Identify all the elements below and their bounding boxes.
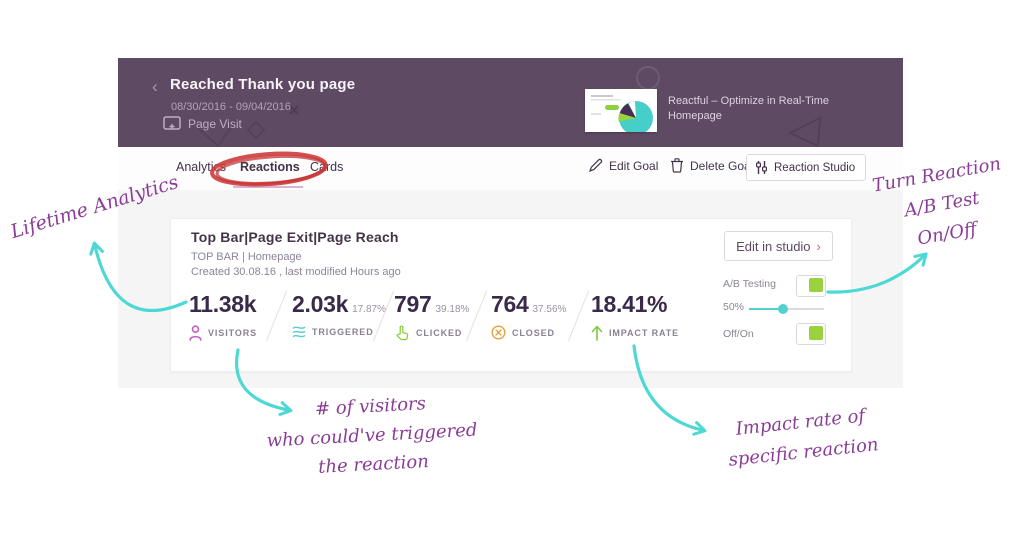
stat-clicked: 797 39.18% CLICKED	[394, 291, 469, 341]
slider-track-filled	[749, 308, 783, 310]
clicked-value: 797	[394, 291, 432, 317]
reaction-studio-button[interactable]: Reaction Studio	[746, 154, 867, 181]
tab-bar: Analytics Reactions Cards Edit Goal Dele…	[118, 147, 903, 190]
off-on-label: Off/On	[723, 328, 754, 340]
site-thumbnail[interactable]	[585, 89, 657, 135]
annotation-line: # of visitors	[314, 393, 427, 420]
stat-triggered: 2.03k 17.87% TRIGGERED	[292, 291, 386, 339]
edit-goal-label: Edit Goal	[609, 158, 659, 173]
page-visit-window-icon	[163, 116, 181, 130]
triggered-label: TRIGGERED	[312, 327, 374, 337]
tab-analytics[interactable]: Analytics	[176, 160, 227, 174]
stat-impact-rate: 18.41% IMPACT RATE	[591, 291, 679, 341]
site-subtitle: Homepage	[668, 110, 722, 122]
goal-title: Reached Thank you page	[170, 76, 356, 93]
reaction-card: Top Bar|Page Exit|Page Reach TOP BAR | H…	[170, 218, 852, 372]
closed-label: CLOSED	[512, 327, 555, 338]
studio-sliders-icon	[756, 161, 767, 174]
clicked-label: CLICKED	[416, 328, 463, 338]
pencil-icon	[588, 158, 603, 173]
toggle-knob	[809, 278, 823, 292]
ab-testing-toggle[interactable]	[796, 275, 826, 297]
stat-closed: 764 37.56% CLOSED	[491, 291, 566, 340]
reaction-created-text: Created 30.08.16 , last modified Hours a…	[191, 266, 401, 278]
reaction-subtitle: TOP BAR | Homepage	[191, 251, 302, 263]
edit-goal-button[interactable]: Edit Goal	[588, 158, 658, 173]
stat-visitors: 11.38k VISITORS	[189, 291, 260, 341]
toggle-knob	[809, 326, 823, 340]
slider-track-empty	[783, 308, 824, 310]
trigger-coil-icon	[292, 326, 306, 338]
annotation-line: the reaction	[317, 451, 430, 478]
stat-divider	[265, 290, 288, 342]
impact-up-arrow-icon	[591, 325, 603, 341]
click-hand-icon	[396, 325, 409, 341]
trash-icon	[671, 158, 683, 173]
visitors-label: VISITORS	[208, 328, 258, 338]
goal-type-label: Page Visit	[188, 117, 242, 131]
impact-label: IMPACT RATE	[609, 328, 680, 338]
impact-value: 18.41%	[591, 291, 668, 317]
site-caption: Reactful – Optimize in Real-Time Homepag…	[668, 94, 829, 124]
back-chevron-icon[interactable]: ‹	[152, 77, 158, 96]
reaction-studio-label: Reaction Studio	[774, 161, 856, 174]
visitors-value: 11.38k	[189, 291, 257, 317]
tab-cards[interactable]: Cards	[310, 160, 344, 174]
closed-value: 764	[491, 291, 529, 317]
ab-testing-label: A/B Testing	[723, 278, 776, 290]
goal-header: ‹ Reached Thank you page 08/30/2016 - 09…	[118, 58, 903, 147]
ab-split-value: 50%	[723, 301, 745, 313]
edit-in-studio-label: Edit in studio	[736, 238, 811, 254]
goal-date-range: 08/30/2016 - 09/04/2016	[171, 101, 291, 113]
closed-circle-x-icon	[491, 325, 506, 340]
tab-reactions[interactable]: Reactions	[240, 160, 300, 174]
reaction-title: Top Bar|Page Exit|Page Reach	[191, 229, 399, 245]
off-on-toggle[interactable]	[796, 323, 826, 345]
ab-split-slider[interactable]	[749, 304, 824, 314]
annotation-line: who could've triggered	[266, 419, 478, 452]
active-tab-underline	[233, 186, 303, 188]
stat-divider	[567, 290, 590, 342]
edit-in-studio-button[interactable]: Edit in studio ›	[724, 231, 833, 261]
annotation-line: specific reaction	[727, 434, 880, 471]
content-area: Top Bar|Page Exit|Page Reach TOP BAR | H…	[118, 190, 903, 388]
site-title: Reactful – Optimize in Real-Time	[668, 95, 829, 107]
annotation-visitors-note: # of visitors who could've triggered the…	[250, 386, 494, 485]
triggered-value: 2.03k	[292, 291, 349, 317]
delete-goal-label: Delete Goal	[690, 158, 754, 173]
clicked-pct: 39.18%	[435, 304, 470, 315]
closed-pct: 37.56%	[532, 304, 567, 315]
triggered-pct: 17.87%	[352, 304, 386, 315]
chevron-right-icon: ›	[816, 238, 821, 254]
slider-handle[interactable]	[778, 304, 788, 314]
annotation-impact-note: Impact rate of specific reaction	[719, 400, 884, 476]
visitor-person-icon	[189, 325, 202, 341]
goal-type-row: Page Visit	[163, 116, 242, 132]
site-thumbnail-preview	[585, 89, 657, 135]
delete-goal-button[interactable]: Delete Goal	[670, 158, 753, 173]
annotation-line: Impact rate of	[734, 405, 867, 440]
